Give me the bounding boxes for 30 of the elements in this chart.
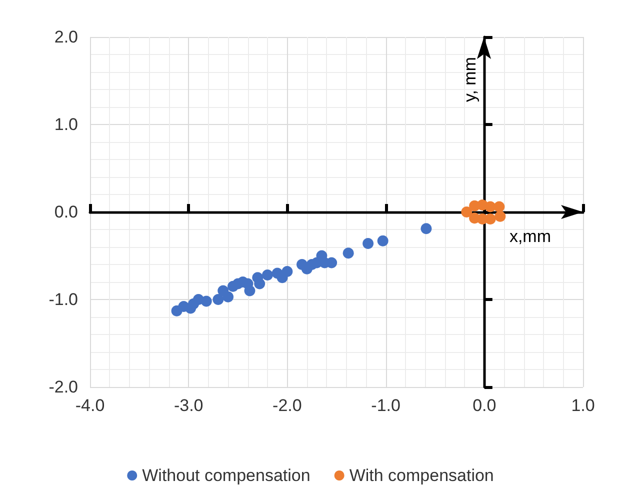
y-tick-label: 1.0 (54, 115, 78, 134)
y-tick-label: 2.0 (54, 28, 78, 46)
x-tick-label: -4.0 (75, 396, 105, 415)
point (494, 201, 505, 212)
point (342, 248, 354, 259)
y-axis-title: y, mm (460, 57, 480, 102)
point (212, 294, 224, 305)
point (262, 270, 273, 280)
y-tick-label: -2.0 (48, 378, 78, 396)
x-tick-label: -3.0 (174, 396, 204, 415)
point (484, 214, 496, 224)
legend-label: Without compensation (142, 466, 310, 485)
x-axis-title: x,mm (509, 227, 551, 246)
legend-label: With compensation (349, 466, 494, 485)
point (254, 278, 266, 290)
y-tick-label: 0.0 (54, 202, 78, 222)
point (200, 296, 212, 307)
point (282, 266, 293, 277)
x-tick-label: 0.0 (472, 396, 496, 415)
point (494, 210, 506, 222)
point (362, 238, 374, 249)
x-tick-label: -1.0 (371, 396, 400, 415)
point (420, 223, 432, 234)
point (244, 285, 256, 296)
point (461, 206, 472, 218)
point (377, 235, 388, 246)
x-tick-label: 1.0 (571, 396, 595, 415)
point (222, 291, 234, 302)
x-tick-label: -2.0 (272, 396, 302, 415)
y-tick-label: -1.0 (48, 290, 78, 309)
